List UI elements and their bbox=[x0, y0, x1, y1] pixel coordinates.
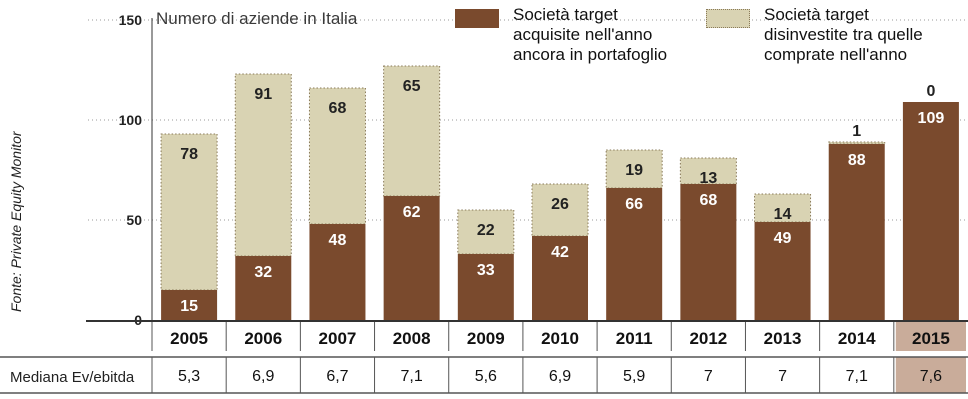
y-tick-label: 150 bbox=[119, 12, 143, 28]
bar-divested-value: 22 bbox=[477, 222, 495, 239]
median-value: 7,1 bbox=[401, 368, 423, 385]
bar-acquired-value: 88 bbox=[848, 152, 866, 169]
bar-acquired bbox=[457, 254, 514, 320]
bar-divested bbox=[754, 193, 812, 223]
y-tick-label: 50 bbox=[126, 212, 142, 228]
bar-divested-value: 91 bbox=[254, 86, 272, 103]
median-value: 6,9 bbox=[549, 368, 571, 385]
y-tick-label: 100 bbox=[119, 112, 143, 128]
bar-acquired-value: 48 bbox=[329, 232, 347, 249]
x-tick-label: 2011 bbox=[616, 329, 653, 348]
bar-acquired-value: 62 bbox=[403, 204, 421, 221]
x-tick-label: 2014 bbox=[838, 329, 876, 348]
bar-divested-value: 78 bbox=[180, 146, 198, 163]
legend-swatch-acquired bbox=[455, 9, 499, 28]
legend-item-divested: Società target disinvestite tra quelle c… bbox=[706, 5, 923, 65]
x-tick-label: 2006 bbox=[244, 329, 282, 348]
legend-label-divested: Società target disinvestite tra quelle c… bbox=[764, 5, 923, 64]
source-label: Fonte: Private Equity Monitor bbox=[8, 131, 24, 312]
bar-acquired bbox=[161, 290, 218, 320]
bar-divested-value: 65 bbox=[403, 78, 421, 95]
bar-acquired-value: 68 bbox=[699, 192, 717, 209]
bar-divested bbox=[308, 87, 366, 225]
bar-acquired bbox=[680, 184, 737, 320]
bar-divested bbox=[828, 141, 886, 145]
median-value: 5,6 bbox=[475, 368, 497, 385]
bar-acquired bbox=[754, 222, 811, 320]
median-value: 7 bbox=[778, 368, 787, 385]
bar-acquired-value: 66 bbox=[625, 196, 643, 213]
median-row-label: Mediana Ev/ebitda bbox=[10, 369, 135, 386]
legend-swatch-divested bbox=[706, 9, 750, 28]
x-tick-label: 2010 bbox=[541, 329, 579, 348]
x-tick-label: 2008 bbox=[393, 329, 431, 348]
bar-divested-value: 13 bbox=[699, 170, 717, 187]
x-tick-label: 2007 bbox=[319, 329, 357, 348]
median-value: 7,6 bbox=[920, 368, 942, 385]
bar-acquired bbox=[309, 224, 366, 320]
bar-divested-value: 68 bbox=[329, 100, 347, 117]
bar-acquired bbox=[606, 188, 663, 320]
chart-title: Numero di aziende in Italia bbox=[156, 9, 358, 28]
bar-acquired bbox=[902, 102, 959, 320]
legend-item-acquired: Società target acquisite nell'anno ancor… bbox=[455, 5, 667, 65]
bar-acquired-value: 33 bbox=[477, 262, 495, 279]
median-value: 6,9 bbox=[252, 368, 274, 385]
bar-acquired-value: 49 bbox=[774, 230, 792, 247]
highlight-year-bg bbox=[895, 322, 966, 351]
bar-divested-value: 1 bbox=[852, 123, 861, 140]
bar-divested bbox=[383, 65, 441, 197]
median-value: 7 bbox=[704, 368, 713, 385]
legend-label-acquired: Società target acquisite nell'anno ancor… bbox=[513, 5, 668, 64]
x-tick-label: 2015 bbox=[912, 329, 950, 348]
bar-acquired bbox=[383, 196, 440, 320]
median-value: 6,7 bbox=[326, 368, 348, 385]
bar-acquired-value: 32 bbox=[254, 264, 272, 281]
x-tick-label: 2009 bbox=[467, 329, 505, 348]
bar-divested bbox=[160, 133, 218, 291]
bar-divested-value: 26 bbox=[551, 196, 569, 213]
x-tick-label: 2013 bbox=[764, 329, 802, 348]
bar-acquired-value: 42 bbox=[551, 244, 569, 261]
bar-acquired-value: 15 bbox=[180, 298, 198, 315]
x-tick-label: 2005 bbox=[170, 329, 208, 348]
bar-divested-value: 14 bbox=[774, 206, 792, 223]
bar-acquired bbox=[532, 236, 588, 320]
bar-divested-value: 0 bbox=[926, 83, 935, 100]
bar-divested bbox=[531, 183, 589, 237]
bar-divested bbox=[457, 209, 515, 255]
bar-acquired bbox=[235, 256, 292, 320]
median-value: 5,3 bbox=[178, 368, 200, 385]
highlight-median-bg bbox=[895, 357, 966, 393]
median-value: 7,1 bbox=[846, 368, 868, 385]
bar-acquired bbox=[828, 144, 885, 320]
bar-acquired-value: 109 bbox=[918, 110, 945, 127]
bar-divested-value: 19 bbox=[625, 162, 643, 179]
x-tick-label: 2012 bbox=[689, 329, 727, 348]
bar-divested bbox=[605, 149, 663, 189]
median-value: 5,9 bbox=[623, 368, 645, 385]
